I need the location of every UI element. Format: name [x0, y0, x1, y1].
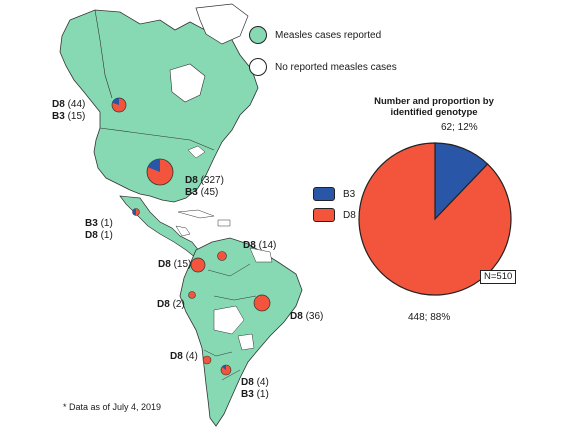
- legend-reported: Measles cases reported: [249, 26, 381, 44]
- legend-reported-label: Measles cases reported: [275, 29, 382, 41]
- b3-swatch-icon: [313, 187, 335, 201]
- pie-legend-b3-label: B3: [343, 188, 356, 200]
- legend-not-reported: No reported measles cases: [249, 58, 397, 76]
- label-brazil: D8 (36): [290, 311, 324, 322]
- guianas: [249, 247, 273, 263]
- alaska-border: [94, 9, 113, 99]
- great-lakes: [187, 145, 206, 159]
- pie-legend-d8: D8: [313, 208, 356, 222]
- hispaniola: [217, 219, 231, 227]
- d8-swatch-icon: [313, 208, 335, 222]
- usa-bubble: [146, 158, 174, 186]
- argentina-bubble: [220, 364, 232, 376]
- label-usa: D8 (327) B3 (45): [185, 175, 224, 198]
- label-chile: D8 (4): [170, 351, 198, 362]
- paraguay: [237, 333, 255, 351]
- label-mexico: B3 (1) D8 (1): [85, 218, 113, 241]
- mexico-central-america: [119, 195, 201, 259]
- canada-usa-border: [99, 127, 215, 151]
- footnote: * Data as of July 4, 2019: [63, 402, 162, 412]
- venezuela-bubble: [217, 251, 227, 261]
- peru-bubble: [188, 291, 196, 299]
- chile-bubble: [202, 355, 212, 365]
- label-peru: D8 (2): [157, 299, 185, 310]
- cuba: [177, 209, 215, 219]
- greenland: [195, 3, 249, 45]
- legend-not-reported-label: No reported measles cases: [275, 61, 397, 73]
- bolivia: [213, 305, 245, 335]
- not-reported-swatch-icon: [249, 58, 267, 76]
- label-colombia: D8 (15): [158, 259, 192, 270]
- label-argentina: D8 (4) B3 (1): [241, 377, 269, 400]
- canada-bubble: [111, 97, 127, 113]
- pie-total-box: N=510: [480, 270, 517, 284]
- reported-swatch-icon: [249, 26, 267, 44]
- pie-legend-d8-label: D8: [343, 209, 356, 221]
- central-america-white: [175, 225, 191, 237]
- north-america-landmass: [59, 9, 259, 203]
- pie-title: Number and proportion by identified geno…: [374, 96, 494, 118]
- label-canada: D8 (44) B3 (15): [52, 99, 86, 122]
- pie-label-b3: 62; 12%: [441, 122, 478, 133]
- mexico-bubble: [132, 208, 140, 216]
- colombia-bubble: [190, 257, 206, 273]
- genotype-pie-chart: [358, 142, 512, 296]
- label-venezuela: D8 (14): [243, 240, 277, 251]
- brazil-bubble: [253, 294, 271, 312]
- hudson-bay: [169, 63, 206, 103]
- pie-label-d8: 448; 88%: [408, 312, 451, 323]
- sa-borders: [203, 263, 257, 381]
- pie-legend-b3: B3: [313, 187, 355, 201]
- pie-slice-d8: [358, 142, 512, 296]
